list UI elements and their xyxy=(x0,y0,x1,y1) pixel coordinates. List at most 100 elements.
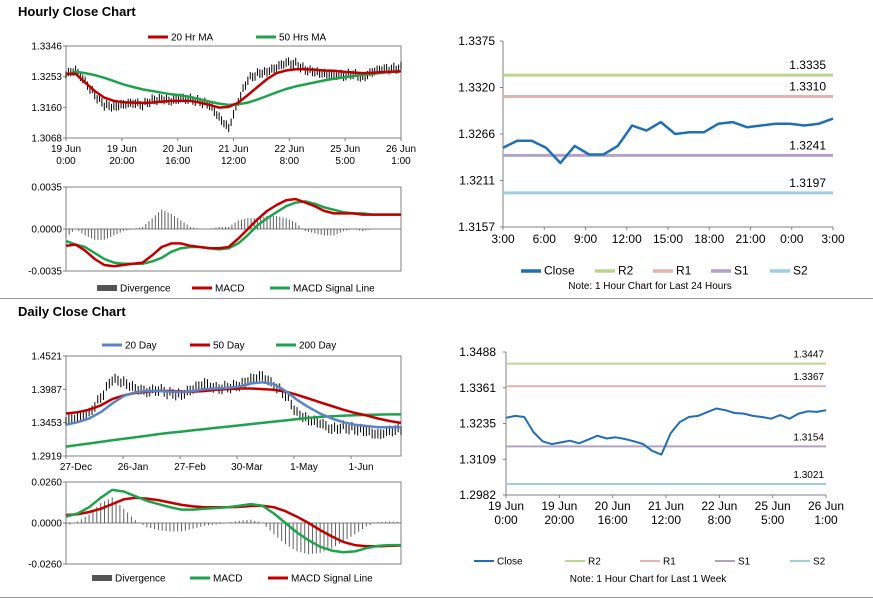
weekly-pivots-xaxis-label: 26 Jun xyxy=(808,499,844,513)
weekly-pivots-xaxis-label: 19 Jun xyxy=(488,499,524,513)
legend-50day-label: 50 Day xyxy=(213,341,245,352)
weekly-pivots-note: Note: 1 Hour Chart for Last 1 Week xyxy=(570,574,728,585)
hourly-price-xaxis-label: 22 Jun xyxy=(274,144,304,155)
daily-price-xaxis-label: 27-Feb xyxy=(174,462,206,473)
legend-daily-divergence-label: Divergence xyxy=(115,574,166,585)
hourly-pivots-xaxis-label: 12:00 xyxy=(612,232,642,246)
daily-price-yaxis-label: 1.3987 xyxy=(31,385,62,396)
hourly-price-xaxis-label: 1:00 xyxy=(391,156,411,167)
hourly-pivots-ylabel: 1.3157 xyxy=(458,220,495,234)
daily-price-xaxis-label: 1-May xyxy=(290,462,318,473)
daily-price-xaxis-label: 27-Dec xyxy=(60,462,92,473)
daily-50day-ma-line xyxy=(65,387,402,425)
hourly-price-xaxis-label: 8:00 xyxy=(280,156,300,167)
weekly-pivots-xaxis-label: 5:00 xyxy=(761,513,785,527)
weekly-pivots-xaxis-label: 22 Jun xyxy=(701,499,737,513)
weekly-pivots-xaxis-label: 8:00 xyxy=(708,513,732,527)
hourly-level-r1-label: 1.3310 xyxy=(789,79,826,93)
hourly-price-yaxis-label: 1.3253 xyxy=(31,72,62,83)
hourly-price-xaxis-label: 0:00 xyxy=(56,156,76,167)
daily-section-title: Daily Close Chart xyxy=(18,304,126,319)
hourly-pivots-ylabel: 1.3375 xyxy=(458,34,495,48)
daily-price-yaxis-label: 1.3453 xyxy=(31,418,62,429)
daily-price-yaxis-label: 1.4521 xyxy=(31,352,62,363)
legend-20hr-ma-label: 20 Hr MA xyxy=(171,33,214,44)
legend-20day-label: 20 Day xyxy=(125,341,157,352)
legend-hourly-macd-label: MACD xyxy=(215,284,244,295)
legend-50hrs-ma-label: 50 Hrs MA xyxy=(279,33,327,44)
hourly-pivots-xaxis-label: 6:00 xyxy=(533,232,557,246)
hourly-price-xaxis-label: 19 Jun xyxy=(107,144,137,155)
legend-daily-signal-label: MACD Signal Line xyxy=(291,574,373,585)
hourly-50hr-ma-line xyxy=(65,69,402,107)
legend-hp-close-label: Close xyxy=(544,264,575,278)
daily-macd-yaxis-label: 0.0260 xyxy=(31,478,62,489)
hourly-level-r2-label: 1.3335 xyxy=(789,58,826,72)
daily-price-xaxis-label: 26-Jan xyxy=(118,462,149,473)
weekly-level-s1-label: 1.3154 xyxy=(793,432,824,443)
legend-hp-r2-label: R2 xyxy=(618,264,634,278)
hourly-macd-yaxis-label: -0.0035 xyxy=(28,267,62,278)
hourly-price-xaxis-label: 21 Jun xyxy=(218,144,248,155)
weekly-pivots-xaxis-label: 12:00 xyxy=(651,513,681,527)
weekly-pivots-ylabel: 1.3361 xyxy=(459,381,496,395)
weekly-pivots-ylabel: 1.2982 xyxy=(459,488,496,502)
legend-wp-r1-label: R1 xyxy=(663,557,676,568)
hourly-level-s2-label: 1.3197 xyxy=(789,176,826,190)
legend-200day-label: 200 Day xyxy=(299,341,336,352)
bottom-divider xyxy=(0,597,873,598)
weekly-pivots-ylabel: 1.3109 xyxy=(459,452,496,466)
daily-20day-ma-line xyxy=(65,381,401,429)
weekly-pivots-xaxis-label: 1:00 xyxy=(814,513,838,527)
daily-macd-yaxis-label: 0.0000 xyxy=(31,519,62,530)
hourly-macd-line xyxy=(65,197,401,268)
hourly-pivots-xaxis-label: 9:00 xyxy=(574,232,598,246)
hourly-pivots-xaxis-label: 15:00 xyxy=(653,232,683,246)
weekly-level-r1-label: 1.3367 xyxy=(793,372,824,383)
daily-price-yaxis-label: 1.2919 xyxy=(31,452,62,463)
hourly-pivots-close-line xyxy=(502,117,834,165)
hourly-price-yaxis-label: 1.3346 xyxy=(31,42,62,53)
weekly-level-s2-label: 1.3021 xyxy=(793,470,824,481)
legend-hourly-divergence-label: Divergence xyxy=(120,284,171,295)
legend-wp-close-label: Close xyxy=(497,557,523,568)
legend-wp-s2-label: S2 xyxy=(813,557,826,568)
daily-macd-yaxis-label: -0.0260 xyxy=(28,560,62,571)
hourly-price-xaxis-label: 5:00 xyxy=(335,156,355,167)
hourly-price-yaxis-label: 1.3068 xyxy=(31,134,62,145)
weekly-level-r2-label: 1.3447 xyxy=(793,350,824,361)
hourly-pivots-ylabel: 1.3266 xyxy=(458,127,495,141)
hourly-price-xaxis-label: 25 Jun xyxy=(330,144,360,155)
daily-price-xaxis-label: 1-Jun xyxy=(348,462,373,473)
hourly-pivots-xaxis-label: 3:00 xyxy=(491,232,515,246)
daily-200day-ma-line xyxy=(65,413,401,448)
daily-price-frame xyxy=(65,355,402,457)
hourly-20hr-ma-line xyxy=(66,67,402,109)
weekly-pivots-ylabel: 1.3235 xyxy=(459,417,496,431)
weekly-pivots-xaxis-label: 25 Jun xyxy=(755,499,791,513)
hourly-pivots-note: Note: 1 Hour Chart for Last 24 Hours xyxy=(568,281,731,292)
daily-macd-line xyxy=(65,488,401,554)
hourly-price-xaxis-label: 26 Jun xyxy=(386,144,416,155)
legend-hp-s2-label: S2 xyxy=(793,264,808,278)
hourly-price-xaxis-label: 12:00 xyxy=(221,156,246,167)
hourly-price-xaxis-label: 19 Jun xyxy=(51,144,81,155)
weekly-pivots-xaxis-label: 0:00 xyxy=(494,513,518,527)
hourly-pivots-xaxis-label: 18:00 xyxy=(694,232,724,246)
hourly-price-frame xyxy=(65,45,402,139)
weekly-pivots-close-line xyxy=(505,407,827,456)
hourly-macd-signal-line xyxy=(65,200,401,266)
legend-hourly-divergence-swatch xyxy=(97,285,117,291)
legend-hp-s1-label: S1 xyxy=(734,264,749,278)
hourly-price-xaxis-label: 20 Jun xyxy=(163,144,193,155)
weekly-pivots-xaxis-label: 19 Jun xyxy=(541,499,577,513)
legend-daily-divergence-swatch xyxy=(92,575,112,581)
weekly-pivots-xaxis-label: 21 Jun xyxy=(648,499,684,513)
hourly-pivots-xaxis-label: 3:00 xyxy=(821,232,845,246)
hourly-pivots-ylabel: 1.3211 xyxy=(459,174,495,188)
daily-price-xaxis-label: 30-Mar xyxy=(231,462,263,473)
hourly-price-yaxis-label: 1.3160 xyxy=(31,103,62,114)
hourly-section-title: Hourly Close Chart xyxy=(18,4,136,19)
legend-hp-r1-label: R1 xyxy=(676,264,692,278)
weekly-pivots-xaxis-label: 20:00 xyxy=(544,513,574,527)
